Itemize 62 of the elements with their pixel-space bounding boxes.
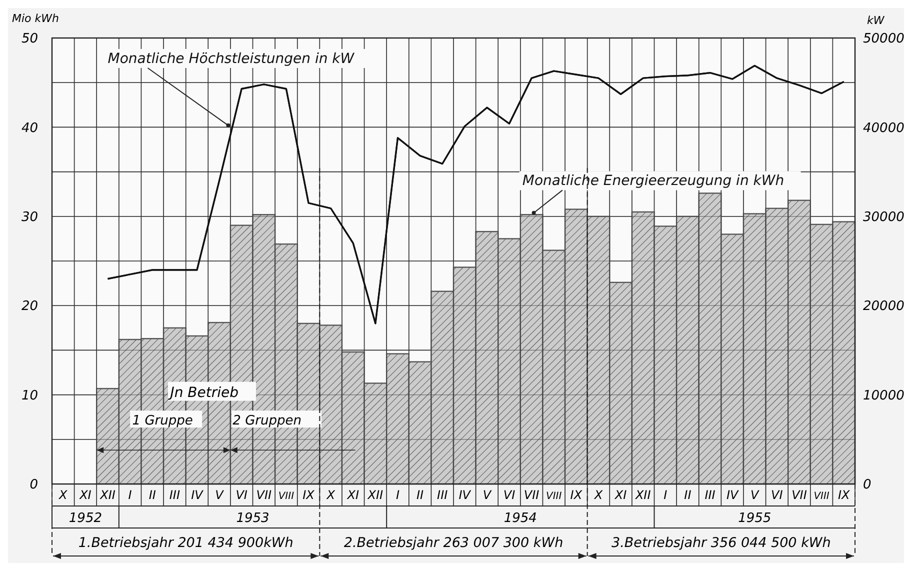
text: 1954 (504, 511, 537, 526)
x-tick-label: XI (346, 488, 360, 502)
y-tick-label: 50 (21, 32, 38, 47)
x-tick-label: IV (726, 488, 739, 502)
y2-tick-label: 0 (863, 478, 872, 493)
annotation: 1 Gruppe (132, 414, 193, 429)
x-tick-label: VI (503, 488, 516, 502)
text: Monatliche Höchstleistungen in kW (108, 50, 356, 67)
y-tick-label: 40 (21, 120, 38, 136)
x-tick-label: IX (570, 488, 583, 502)
y-tick-label: 30 (21, 210, 38, 225)
y-tick-label: 20 (21, 299, 38, 314)
y2-tick-label: 10000 (863, 388, 904, 404)
y-axis-title: Mio kWh (12, 12, 60, 25)
y2-axis-title: kW (867, 14, 886, 27)
series-label: Monatliche Energieerzeugung in kWh (522, 173, 784, 190)
x-tick-label: VII (256, 488, 272, 502)
x-tick-label: V (215, 488, 224, 502)
y2-tick-label: 40000 (863, 120, 904, 136)
x-tick-label: IV (191, 488, 204, 502)
text: 1952 (68, 511, 102, 526)
x-tick-label: XI (78, 488, 92, 502)
x-tick-label: IX (838, 488, 851, 502)
annotation: 2 Gruppen (232, 414, 302, 429)
y-tick-label: 0 (30, 478, 38, 493)
x-tick-label: II (684, 488, 692, 502)
annotation: Jn Betrieb (167, 384, 239, 401)
x-tick-label: VII (524, 488, 540, 502)
x-tick-label: IX (302, 488, 316, 502)
x-tick-label: IV (458, 488, 472, 502)
x-tick-label: XII (366, 488, 384, 502)
text: 1955 (738, 511, 772, 526)
x-tick-label: II (148, 488, 156, 502)
x-tick-label: V (750, 488, 760, 502)
x-tick-label: V (482, 488, 492, 502)
x-tick-label: I (664, 488, 668, 502)
text: 1.Betriebsjahr 201 434 900kWh (78, 535, 294, 551)
x-tick-label: XII (634, 488, 652, 502)
y-tick-label: 10 (21, 388, 38, 404)
x-tick-label: II (416, 488, 424, 502)
x-tick-label: X (58, 488, 68, 502)
x-tick-label: X (593, 488, 604, 502)
y2-tick-label: 50000 (863, 32, 904, 47)
x-tick-label: VI (771, 488, 784, 502)
x-tick-label: VIII (546, 491, 562, 502)
x-tick-label: I (128, 488, 132, 502)
x-tick-label: XII (99, 488, 116, 502)
text: 2.Betriebsjahr 263 007 300 kWh (344, 535, 564, 551)
x-tick-label: VI (236, 488, 248, 502)
x-tick-label: III (169, 488, 180, 502)
x-tick-label: I (396, 488, 400, 502)
x-tick-label: VIII (278, 491, 294, 502)
x-tick-label: VIII (814, 491, 830, 502)
x-tick-label: III (437, 488, 448, 502)
y2-tick-label: 20000 (863, 299, 904, 314)
text: 1953 (236, 511, 270, 526)
y2-tick-label: 30000 (863, 210, 904, 225)
x-tick-label: III (704, 488, 716, 502)
x-tick-label: XI (614, 488, 628, 502)
text: 3.Betriebsjahr 356 044 500 kWh (612, 535, 831, 551)
x-tick-label: X (326, 488, 336, 502)
x-tick-label: VII (792, 488, 808, 502)
